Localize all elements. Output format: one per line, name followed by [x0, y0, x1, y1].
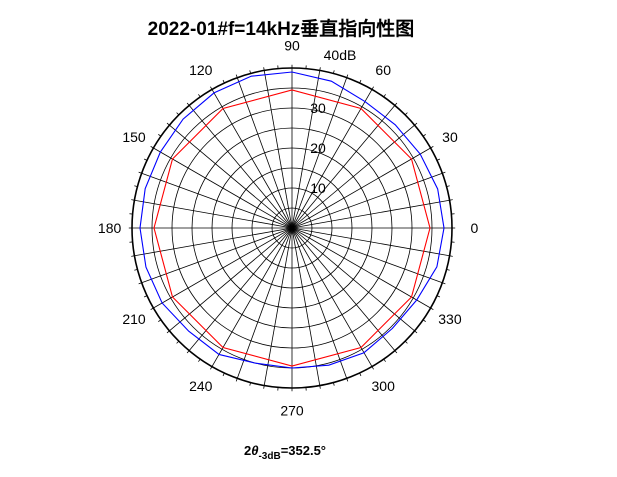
outer-tick	[222, 372, 225, 377]
annotation-value: =352.5°	[281, 443, 326, 458]
series-group	[139, 71, 445, 369]
outer-tick	[198, 94, 201, 98]
outer-tick	[430, 307, 434, 310]
radial-unit-label: 40dB	[324, 47, 357, 63]
angle-tick-label: 240	[189, 378, 213, 394]
outer-tick	[176, 340, 180, 344]
outer-tick	[235, 378, 238, 382]
outer-tick	[414, 122, 418, 126]
annotation-subscript: -3dB	[258, 451, 280, 462]
outer-tick	[249, 382, 251, 386]
outer-tick	[446, 269, 450, 271]
outer-tick	[359, 79, 362, 84]
outer-tick	[394, 102, 398, 106]
outer-tick	[249, 70, 251, 74]
outer-tick	[210, 366, 213, 370]
grid-spoke	[291, 227, 431, 309]
outer-tick	[134, 269, 138, 271]
outer-tick	[404, 112, 408, 116]
grid-spoke	[291, 89, 373, 229]
outer-tick	[210, 86, 213, 90]
angle-tick-label: 90	[284, 38, 300, 54]
angle-tick-label: 120	[189, 62, 213, 78]
outer-tick	[138, 282, 142, 285]
outer-tick	[394, 350, 398, 354]
outer-tick	[430, 146, 434, 149]
outer-tick	[166, 122, 170, 126]
outer-tick	[158, 134, 162, 137]
outer-tick	[143, 158, 148, 161]
angle-tick-label: 30	[442, 129, 458, 145]
outer-tick	[333, 70, 335, 74]
tick-labels: 0 30 60 90 120 150 180 210 240 270 300 330 10 20 30	[98, 38, 479, 419]
outer-tick	[414, 330, 418, 334]
annotation-prefix: 2	[244, 443, 251, 458]
outer-tick	[383, 358, 386, 362]
grid-spoke	[211, 227, 293, 367]
outer-tick	[222, 79, 225, 84]
outer-tick	[131, 199, 135, 201]
angle-tick-label: 60	[375, 62, 391, 78]
grid-spoke	[211, 89, 293, 229]
outer-tick	[143, 295, 148, 298]
radial-tick-label: 20	[310, 140, 326, 156]
annotation-symbol: θ	[251, 443, 258, 458]
outer-tick	[442, 282, 446, 285]
chart-title: 2022-01#f=14kHz垂直指向性图	[148, 17, 415, 40]
series-line-0	[139, 71, 445, 369]
outer-tick	[371, 366, 374, 370]
outer-tick	[186, 102, 190, 106]
outer-tick	[346, 74, 349, 78]
outer-tick	[319, 385, 321, 389]
outer-tick	[166, 330, 170, 334]
series-line-1	[153, 89, 431, 367]
outer-tick	[134, 185, 138, 187]
grid-spoke	[153, 227, 293, 309]
grid-spoke	[291, 227, 373, 367]
grid-spoke	[153, 147, 293, 229]
outer-tick	[263, 385, 265, 389]
angle-tick-label: 300	[372, 378, 396, 394]
radial-tick-label: 30	[310, 100, 326, 116]
outer-tick	[235, 74, 238, 78]
outer-tick	[333, 382, 335, 386]
polar-grid	[128, 64, 456, 392]
outer-tick	[436, 295, 441, 298]
angle-tick-label: 0	[471, 220, 479, 236]
outer-tick	[150, 307, 154, 310]
outer-tick	[263, 67, 265, 71]
outer-tick	[449, 255, 453, 257]
outer-tick	[131, 255, 135, 257]
angle-tick-label: 210	[122, 311, 146, 327]
outer-tick	[158, 319, 162, 322]
outer-tick	[198, 358, 201, 362]
grid-spoke	[291, 147, 431, 229]
angle-tick-label: 330	[438, 311, 462, 327]
outer-tick	[422, 319, 426, 322]
outer-tick	[446, 185, 450, 187]
outer-tick	[436, 158, 441, 161]
outer-tick	[404, 340, 408, 344]
outer-tick	[150, 146, 154, 149]
outer-tick	[359, 372, 362, 377]
angle-tick-label: 270	[280, 402, 304, 418]
outer-tick	[383, 94, 386, 98]
outer-tick	[442, 171, 446, 174]
outer-tick	[176, 112, 180, 116]
outer-tick	[138, 171, 142, 174]
beamwidth-annotation: 2θ-3dB=352.5°	[244, 443, 326, 462]
outer-tick	[422, 134, 426, 137]
angle-tick-label: 150	[122, 129, 146, 145]
outer-tick	[346, 378, 349, 382]
radial-tick-label: 10	[310, 180, 326, 196]
outer-tick	[371, 86, 374, 90]
outer-tick	[319, 67, 321, 71]
outer-tick	[449, 199, 453, 201]
angle-tick-label: 180	[98, 220, 122, 236]
outer-tick	[186, 350, 190, 354]
